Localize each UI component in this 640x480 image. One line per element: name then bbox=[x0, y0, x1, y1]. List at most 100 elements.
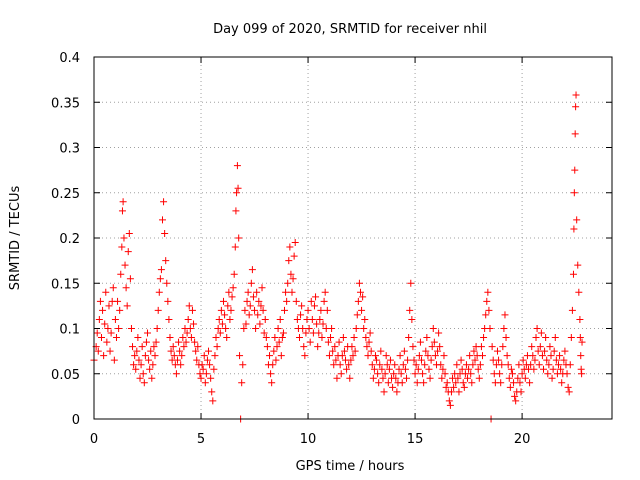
data-point bbox=[566, 361, 574, 369]
data-point bbox=[131, 352, 139, 360]
data-point bbox=[335, 338, 343, 346]
data-point bbox=[186, 325, 194, 332]
data-point bbox=[479, 352, 486, 360]
data-point bbox=[535, 361, 543, 369]
data-point bbox=[319, 320, 327, 328]
data-point bbox=[320, 297, 328, 305]
data-point bbox=[328, 325, 336, 332]
data-point bbox=[308, 315, 316, 323]
data-point bbox=[138, 343, 146, 351]
data-point bbox=[246, 302, 254, 310]
data-point bbox=[297, 311, 305, 319]
data-point bbox=[301, 352, 309, 360]
y-tick-label: 0.3 bbox=[59, 142, 80, 157]
data-point bbox=[194, 343, 202, 351]
data-point bbox=[359, 293, 367, 301]
data-point bbox=[302, 329, 310, 337]
data-point bbox=[533, 325, 541, 332]
data-point bbox=[220, 297, 227, 305]
data-point bbox=[530, 365, 538, 373]
data-point bbox=[236, 352, 244, 360]
data-point bbox=[411, 370, 419, 378]
data-point bbox=[369, 374, 377, 382]
data-point bbox=[443, 379, 451, 387]
data-point bbox=[156, 275, 164, 283]
data-point bbox=[135, 356, 143, 364]
data-point bbox=[231, 243, 239, 251]
data-point bbox=[465, 365, 473, 373]
data-point bbox=[338, 352, 346, 360]
data-point bbox=[100, 352, 108, 360]
data-point bbox=[413, 379, 421, 387]
data-point bbox=[312, 293, 320, 301]
data-point bbox=[557, 365, 565, 373]
data-point bbox=[228, 293, 236, 301]
data-point bbox=[488, 343, 496, 351]
data-point bbox=[310, 302, 318, 310]
data-point bbox=[503, 352, 511, 360]
data-point bbox=[347, 356, 355, 364]
data-point bbox=[232, 207, 240, 215]
data-point bbox=[307, 297, 315, 305]
data-point bbox=[440, 352, 448, 360]
data-point bbox=[106, 347, 114, 355]
data-point bbox=[315, 329, 323, 337]
data-point bbox=[160, 198, 168, 206]
data-point bbox=[438, 374, 446, 382]
data-point bbox=[578, 370, 586, 378]
data-point bbox=[166, 334, 174, 342]
data-point bbox=[469, 361, 477, 369]
data-point bbox=[437, 361, 445, 369]
y-tick-label: 0.35 bbox=[51, 96, 80, 111]
data-point bbox=[273, 343, 281, 351]
data-point bbox=[208, 388, 216, 396]
data-point bbox=[233, 162, 241, 170]
data-point bbox=[560, 356, 568, 364]
data-point bbox=[263, 343, 271, 351]
data-point bbox=[151, 352, 159, 360]
data-point bbox=[358, 306, 366, 314]
data-point bbox=[164, 297, 172, 305]
data-point bbox=[400, 347, 408, 355]
data-point bbox=[276, 315, 284, 323]
data-point bbox=[127, 325, 135, 332]
data-point bbox=[173, 356, 181, 364]
data-point bbox=[214, 325, 222, 332]
data-point bbox=[348, 343, 356, 351]
data-point bbox=[356, 288, 364, 296]
data-point bbox=[206, 361, 214, 369]
data-point bbox=[370, 365, 378, 373]
data-point bbox=[486, 325, 494, 332]
data-point bbox=[242, 320, 250, 328]
data-point bbox=[298, 302, 306, 310]
data-point bbox=[578, 338, 586, 346]
data-point bbox=[291, 239, 299, 247]
data-point bbox=[210, 365, 218, 373]
data-point bbox=[126, 275, 134, 283]
data-point bbox=[570, 225, 578, 233]
data-point bbox=[466, 352, 474, 360]
data-point bbox=[213, 343, 221, 351]
data-point bbox=[349, 352, 357, 360]
data-point bbox=[373, 356, 381, 364]
data-point bbox=[434, 347, 442, 355]
data-point bbox=[191, 338, 199, 346]
data-point bbox=[254, 311, 262, 319]
data-point bbox=[572, 91, 580, 99]
data-point bbox=[330, 361, 338, 369]
data-point bbox=[458, 365, 466, 373]
data-point bbox=[558, 379, 566, 387]
data-point bbox=[239, 361, 247, 369]
data-point bbox=[244, 288, 252, 296]
data-point bbox=[153, 325, 161, 332]
data-point bbox=[536, 343, 544, 351]
data-point bbox=[483, 297, 491, 305]
data-point bbox=[510, 379, 518, 387]
data-point bbox=[361, 315, 369, 323]
data-point bbox=[209, 397, 217, 405]
data-point bbox=[299, 325, 307, 332]
data-point bbox=[175, 338, 183, 346]
data-point bbox=[396, 352, 404, 360]
data-point bbox=[382, 352, 390, 360]
